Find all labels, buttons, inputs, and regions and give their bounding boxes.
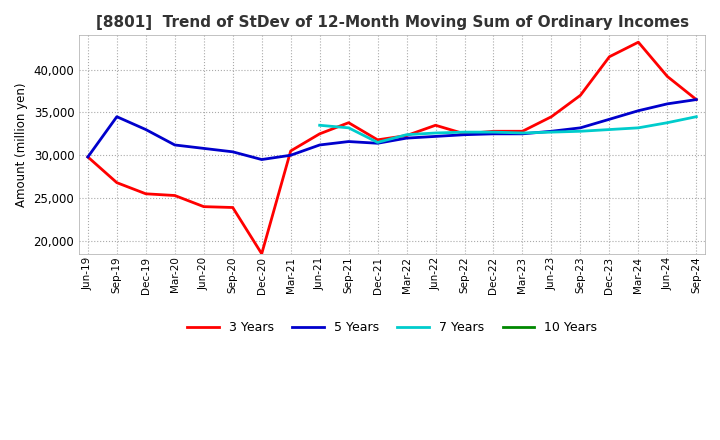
Line: 7 Years: 7 Years bbox=[320, 117, 696, 143]
5 Years bbox=[199, 146, 208, 151]
5 Years bbox=[431, 134, 440, 139]
7 Years bbox=[634, 125, 643, 131]
5 Years bbox=[228, 149, 237, 154]
5 Years bbox=[84, 154, 92, 160]
5 Years bbox=[692, 97, 701, 102]
5 Years bbox=[344, 139, 353, 144]
3 Years bbox=[84, 154, 92, 160]
7 Years bbox=[431, 130, 440, 136]
3 Years bbox=[634, 40, 643, 45]
7 Years bbox=[518, 130, 527, 136]
3 Years bbox=[112, 180, 121, 185]
3 Years bbox=[547, 114, 556, 119]
5 Years bbox=[142, 127, 150, 132]
3 Years bbox=[373, 137, 382, 143]
3 Years bbox=[518, 128, 527, 134]
7 Years bbox=[576, 128, 585, 134]
3 Years bbox=[287, 148, 295, 154]
3 Years bbox=[402, 133, 411, 138]
3 Years bbox=[692, 97, 701, 102]
3 Years bbox=[576, 93, 585, 98]
3 Years bbox=[315, 131, 324, 136]
7 Years bbox=[663, 120, 672, 125]
3 Years bbox=[228, 205, 237, 210]
Line: 3 Years: 3 Years bbox=[88, 42, 696, 254]
Line: 5 Years: 5 Years bbox=[88, 99, 696, 160]
3 Years bbox=[489, 128, 498, 134]
5 Years bbox=[112, 114, 121, 119]
5 Years bbox=[634, 108, 643, 114]
5 Years bbox=[373, 141, 382, 146]
3 Years bbox=[344, 120, 353, 125]
7 Years bbox=[315, 123, 324, 128]
7 Years bbox=[692, 114, 701, 119]
3 Years bbox=[257, 251, 266, 257]
7 Years bbox=[344, 125, 353, 131]
5 Years bbox=[460, 132, 469, 137]
5 Years bbox=[489, 131, 498, 136]
5 Years bbox=[663, 101, 672, 106]
3 Years bbox=[431, 123, 440, 128]
3 Years bbox=[663, 74, 672, 79]
3 Years bbox=[605, 54, 613, 59]
7 Years bbox=[373, 140, 382, 145]
5 Years bbox=[547, 128, 556, 134]
5 Years bbox=[605, 117, 613, 122]
5 Years bbox=[518, 131, 527, 136]
Legend: 3 Years, 5 Years, 7 Years, 10 Years: 3 Years, 5 Years, 7 Years, 10 Years bbox=[182, 316, 602, 339]
5 Years bbox=[576, 125, 585, 131]
7 Years bbox=[489, 129, 498, 135]
Y-axis label: Amount (million yen): Amount (million yen) bbox=[15, 82, 28, 207]
3 Years bbox=[199, 204, 208, 209]
5 Years bbox=[315, 142, 324, 147]
5 Years bbox=[287, 153, 295, 158]
5 Years bbox=[257, 157, 266, 162]
5 Years bbox=[171, 142, 179, 147]
7 Years bbox=[605, 127, 613, 132]
3 Years bbox=[171, 193, 179, 198]
7 Years bbox=[402, 132, 411, 137]
7 Years bbox=[547, 129, 556, 135]
5 Years bbox=[402, 136, 411, 141]
7 Years bbox=[460, 129, 469, 135]
3 Years bbox=[460, 131, 469, 136]
3 Years bbox=[142, 191, 150, 196]
Title: [8801]  Trend of StDev of 12-Month Moving Sum of Ordinary Incomes: [8801] Trend of StDev of 12-Month Moving… bbox=[96, 15, 688, 30]
